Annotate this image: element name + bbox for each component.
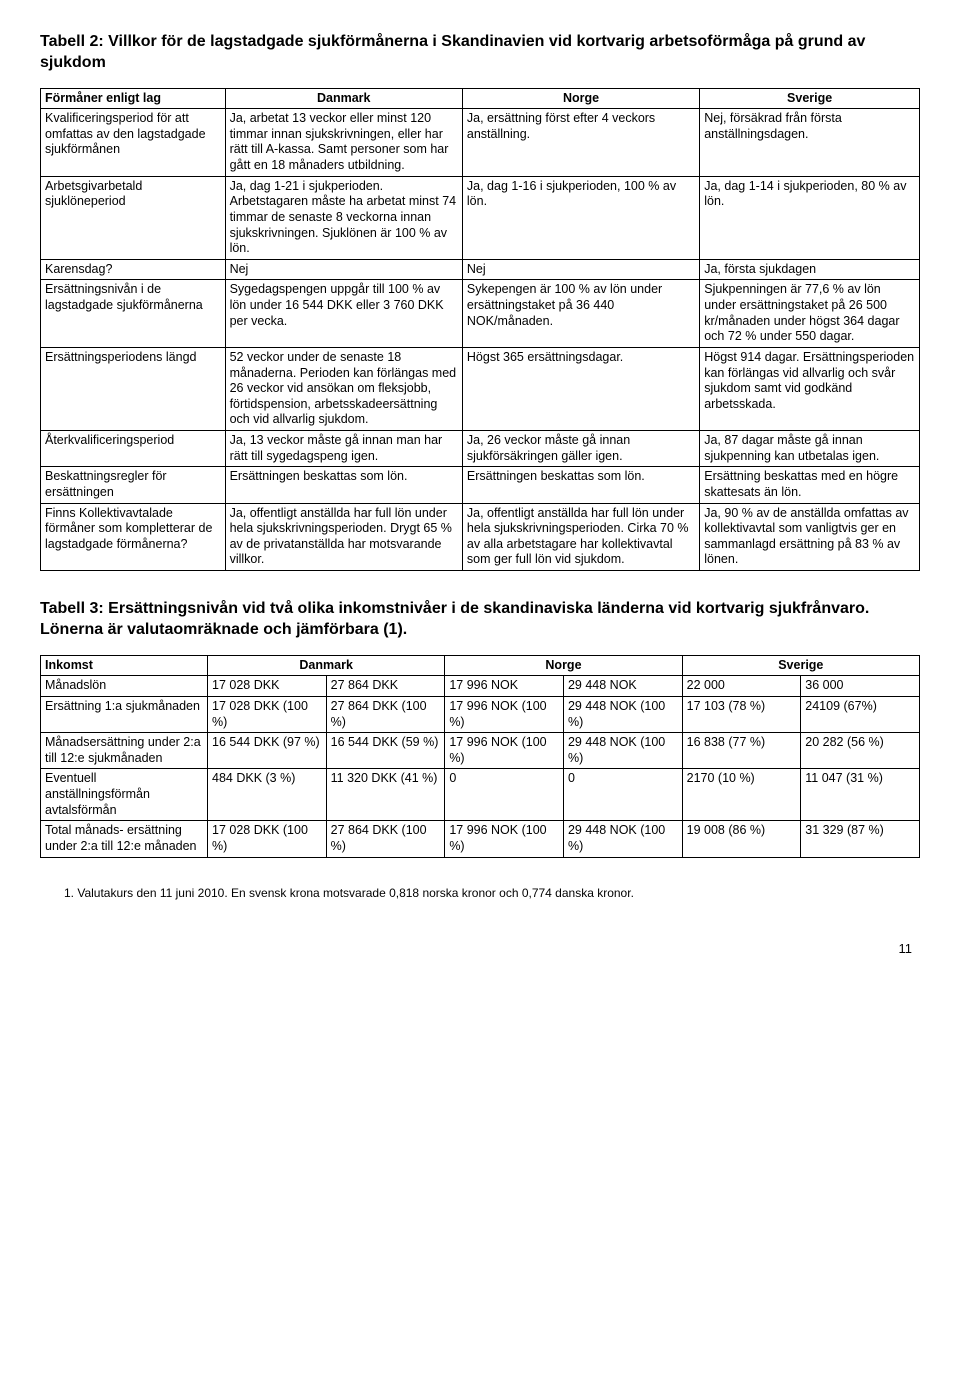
table-row: Beskattningsregler för ersättningenErsät… [41,467,920,503]
table-cell: 27 864 DKK (100 %) [326,821,445,857]
table-cell: Ja, 26 veckor måste gå innan sjukförsäkr… [462,431,699,467]
table-cell: 17 996 NOK (100 %) [445,733,564,769]
table-cell: 31 329 (87 %) [801,821,920,857]
country-header: Sverige [700,88,920,109]
table-row: Ersättningsperiodens längd52 veckor unde… [41,347,920,430]
table-row: Kvalificeringsperiod för att omfattas av… [41,109,920,177]
table-cell: 0 [563,769,682,821]
table-cell: 17 996 NOK [445,676,564,697]
table-cell: Ja, dag 1-21 i sjukperioden. Arbetstagar… [225,176,462,259]
table-row: Eventuell anställningsförmån avtalsförmå… [41,769,920,821]
table3-title: Tabell 3: Ersättningsnivån vid två olika… [40,599,920,641]
table-cell: 29 448 NOK (100 %) [563,696,682,732]
footnote: 1. Valutakurs den 11 juni 2010. En svens… [64,886,920,901]
table-row: Finns Kollektivavtalade förmåner som kom… [41,503,920,571]
table-cell: Ersättningsperiodens längd [41,347,226,430]
table-cell: Sygedagspengen uppgår till 100 % av lön … [225,280,462,348]
table-row: Månadsersättning under 2:a till 12:e sju… [41,733,920,769]
table-cell: Ja, offentligt anställda har full lön un… [462,503,699,571]
country-header: Norge [445,655,682,676]
table-cell: Ja, arbetat 13 veckor eller minst 120 ti… [225,109,462,177]
country-header: Norge [462,88,699,109]
table-cell: 36 000 [801,676,920,697]
table-cell: 19 008 (86 %) [682,821,801,857]
table-cell: 27 864 DKK [326,676,445,697]
table-cell: Finns Kollektivavtalade förmåner som kom… [41,503,226,571]
table-cell: 29 448 NOK [563,676,682,697]
table-cell: 17 996 NOK (100 %) [445,821,564,857]
table-cell: Karensdag? [41,259,226,280]
table-cell: Ja, 13 veckor måste gå innan man har rät… [225,431,462,467]
table-row: Total månads- ersättning under 2:a till … [41,821,920,857]
table-cell: Ja, 87 dagar måste gå innan sjukpenning … [700,431,920,467]
table-cell: Nej [462,259,699,280]
table-row: ÅterkvalificeringsperiodJa, 13 veckor må… [41,431,920,467]
page-number: 11 [40,941,920,957]
row-label: Månadsersättning under 2:a till 12:e sju… [41,733,208,769]
table-cell: Ja, dag 1-14 i sjukperioden, 80 % av lön… [700,176,920,259]
table-cell: 27 864 DKK (100 %) [326,696,445,732]
table-row: Arbetsgivarbetald sjuklöneperiodJa, dag … [41,176,920,259]
table-cell: 11 047 (31 %) [801,769,920,821]
table-cell: Arbetsgivarbetald sjuklöneperiod [41,176,226,259]
table-row: Månadslön17 028 DKK27 864 DKK17 996 NOK2… [41,676,920,697]
row-header-col: Inkomst [41,655,208,676]
table-cell: Ersättningen beskattas som lön. [462,467,699,503]
table3: InkomstDanmarkNorgeSverigeMånadslön17 02… [40,655,920,858]
table-cell: 17 103 (78 %) [682,696,801,732]
table-cell: 17 028 DKK (100 %) [208,821,327,857]
row-header-col: Förmåner enligt lag [41,88,226,109]
table-cell: 20 282 (56 %) [801,733,920,769]
table-cell: 52 veckor under de senaste 18 månaderna.… [225,347,462,430]
table-cell: Beskattningsregler för ersättningen [41,467,226,503]
country-header: Danmark [225,88,462,109]
table-cell: 11 320 DKK (41 %) [326,769,445,821]
table-cell: Högst 365 ersättningsdagar. [462,347,699,430]
table-cell: Sykepengen är 100 % av lön under ersättn… [462,280,699,348]
table-cell: 17 028 DKK [208,676,327,697]
table-row: Ersättningsnivån i de lagstadgade sjukfö… [41,280,920,348]
table-cell: 16 544 DKK (97 %) [208,733,327,769]
table-cell: Ja, offentligt anställda har full lön un… [225,503,462,571]
table-cell: Ja, första sjukdagen [700,259,920,280]
country-header: Danmark [208,655,445,676]
table-cell: Nej [225,259,462,280]
table-cell: Ersättning beskattas med en högre skatte… [700,467,920,503]
table-cell: Sjukpenningen är 77,6 % av lön under ers… [700,280,920,348]
row-label: Eventuell anställningsförmån avtalsförmå… [41,769,208,821]
table-cell: 16 544 DKK (59 %) [326,733,445,769]
table-cell: 22 000 [682,676,801,697]
table-cell: 29 448 NOK (100 %) [563,733,682,769]
table-cell: 24109 (67%) [801,696,920,732]
table-cell: Ja, ersättning först efter 4 veckors ans… [462,109,699,177]
country-header: Sverige [682,655,919,676]
table-cell: Högst 914 dagar. Ersättningsperioden kan… [700,347,920,430]
table-cell: Ersättningen beskattas som lön. [225,467,462,503]
table-cell: Nej, försäkrad från första anställningsd… [700,109,920,177]
table-cell: 0 [445,769,564,821]
table2: Förmåner enligt lagDanmarkNorgeSverige Kv… [40,88,920,572]
row-label: Ersättning 1:a sjukmånaden [41,696,208,732]
table2-title: Tabell 2: Villkor för de lagstadgade sju… [40,32,920,74]
table-cell: Återkvalificeringsperiod [41,431,226,467]
table-cell: 29 448 NOK (100 %) [563,821,682,857]
table-row: Karensdag?NejNejJa, första sjukdagen [41,259,920,280]
table-row: Ersättning 1:a sjukmånaden17 028 DKK (10… [41,696,920,732]
table-cell: 17 028 DKK (100 %) [208,696,327,732]
table-cell: 484 DKK (3 %) [208,769,327,821]
table-cell: Ersättningsnivån i de lagstadgade sjukfö… [41,280,226,348]
table-cell: 16 838 (77 %) [682,733,801,769]
table-cell: 2170 (10 %) [682,769,801,821]
row-label: Total månads- ersättning under 2:a till … [41,821,208,857]
table-cell: 17 996 NOK (100 %) [445,696,564,732]
table-cell: Ja, dag 1-16 i sjukperioden, 100 % av lö… [462,176,699,259]
row-label: Månadslön [41,676,208,697]
table-cell: Kvalificeringsperiod för att omfattas av… [41,109,226,177]
table-cell: Ja, 90 % av de anställda omfattas av kol… [700,503,920,571]
